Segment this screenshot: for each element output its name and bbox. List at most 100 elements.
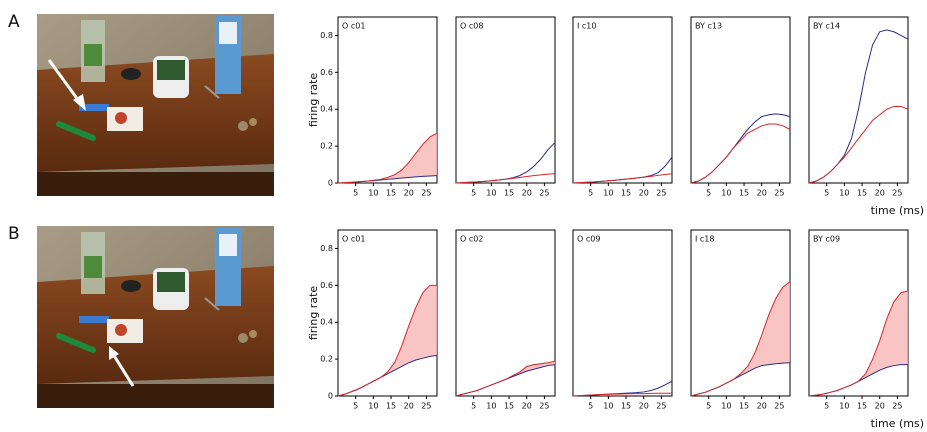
x-tick-label: 10 (721, 402, 731, 411)
x-tick-label: 10 (603, 402, 613, 411)
x-tick-label: 5 (706, 402, 711, 411)
series-line (455, 173, 556, 184)
x-tick-label: 5 (353, 402, 358, 411)
x-tick-label: 15 (621, 402, 631, 411)
x-tick-label: 25 (774, 189, 784, 198)
x-tick-label: 25 (421, 189, 431, 198)
y-tick-label: 0.6 (320, 68, 333, 77)
x-tick-label: 25 (539, 402, 549, 411)
series-line (808, 105, 909, 184)
x-tick-label: 5 (353, 189, 358, 198)
x-tick-label: 10 (486, 402, 496, 411)
x-tick-label: 25 (774, 402, 784, 411)
y-axis-label: firing rate (307, 286, 320, 341)
x-tick-label: 25 (892, 402, 902, 411)
series-line (337, 354, 438, 397)
x-tick-label: 10 (839, 402, 849, 411)
x-tick-label: 20 (875, 402, 885, 411)
x-axis-label: time (ms) (871, 417, 924, 430)
panel-label: A (8, 12, 20, 32)
difference-area (338, 285, 437, 396)
x-tick-label: 15 (504, 189, 514, 198)
x-tick-label: 5 (588, 189, 593, 198)
x-tick-label: 5 (824, 189, 829, 198)
chart-title: O c08 (460, 22, 483, 31)
x-tick-label: 25 (656, 189, 666, 198)
x-tick-label: 15 (739, 189, 749, 198)
plot-frame (337, 16, 438, 184)
series-line (572, 392, 672, 397)
x-tick-label: 25 (539, 189, 549, 198)
x-tick-label: 5 (706, 189, 711, 198)
plot-frame (690, 16, 791, 184)
x-tick-label: 25 (656, 402, 666, 411)
difference-area (456, 360, 555, 396)
x-tick-label: 10 (486, 189, 496, 198)
series-line (455, 360, 556, 397)
difference-area (809, 290, 908, 396)
x-tick-label: 5 (471, 189, 476, 198)
series-line (808, 364, 908, 397)
plot-frame (455, 16, 556, 184)
series-line (455, 364, 556, 397)
plot-frame (455, 229, 556, 397)
x-tick-label: 5 (471, 402, 476, 411)
y-tick-label: 0.4 (320, 105, 333, 114)
x-tick-label: 15 (386, 189, 396, 198)
x-tick-label: 25 (892, 189, 902, 198)
y-tick-label: 0 (328, 392, 333, 401)
plot-frame (572, 229, 673, 397)
series-line (690, 123, 791, 184)
series-line (690, 281, 791, 397)
chart-title: I c18 (695, 235, 714, 244)
x-tick-label: 20 (639, 189, 649, 198)
x-tick-label: 10 (368, 189, 378, 198)
scene-photo (37, 14, 274, 196)
chart-title: O c09 (577, 235, 600, 244)
chart-title: I c10 (577, 22, 596, 31)
x-tick-label: 20 (757, 402, 767, 411)
plot-frame (808, 16, 909, 184)
x-tick-label: 15 (857, 402, 867, 411)
chart-title: BY c13 (695, 22, 722, 31)
x-tick-label: 20 (404, 402, 414, 411)
x-tick-label: 15 (739, 402, 749, 411)
x-tick-label: 20 (522, 402, 532, 411)
series-line (808, 290, 909, 397)
chart-title: O c01 (342, 235, 365, 244)
y-tick-label: 0.8 (320, 244, 333, 253)
x-tick-label: 20 (639, 402, 649, 411)
y-tick-label: 0.2 (320, 355, 333, 364)
series-line (337, 132, 438, 184)
x-tick-label: 15 (857, 189, 867, 198)
series-line (690, 362, 791, 397)
y-axis-label: firing rate (307, 73, 320, 128)
x-tick-label: 10 (603, 189, 613, 198)
y-tick-label: 0.6 (320, 281, 333, 290)
x-tick-label: 20 (875, 189, 885, 198)
series-line (337, 284, 437, 397)
chart-title: BY c09 (813, 235, 840, 244)
x-tick-label: 10 (839, 189, 849, 198)
series-line (455, 142, 556, 184)
x-tick-label: 15 (504, 402, 514, 411)
x-tick-label: 25 (421, 402, 431, 411)
difference-area (691, 281, 790, 396)
x-axis-label: time (ms) (871, 204, 924, 217)
plot-frame (572, 16, 673, 184)
y-tick-label: 0.2 (320, 142, 333, 151)
panel-label: B (8, 224, 20, 244)
x-tick-label: 15 (386, 402, 396, 411)
x-tick-label: 20 (757, 189, 767, 198)
series-line (572, 173, 673, 184)
x-tick-label: 5 (824, 402, 829, 411)
y-tick-label: 0.8 (320, 31, 333, 40)
x-tick-label: 20 (404, 189, 414, 198)
x-tick-label: 10 (721, 189, 731, 198)
chart-title: O c02 (460, 235, 483, 244)
y-tick-label: 0.4 (320, 318, 333, 327)
x-tick-label: 5 (588, 402, 593, 411)
difference-area (338, 133, 437, 183)
